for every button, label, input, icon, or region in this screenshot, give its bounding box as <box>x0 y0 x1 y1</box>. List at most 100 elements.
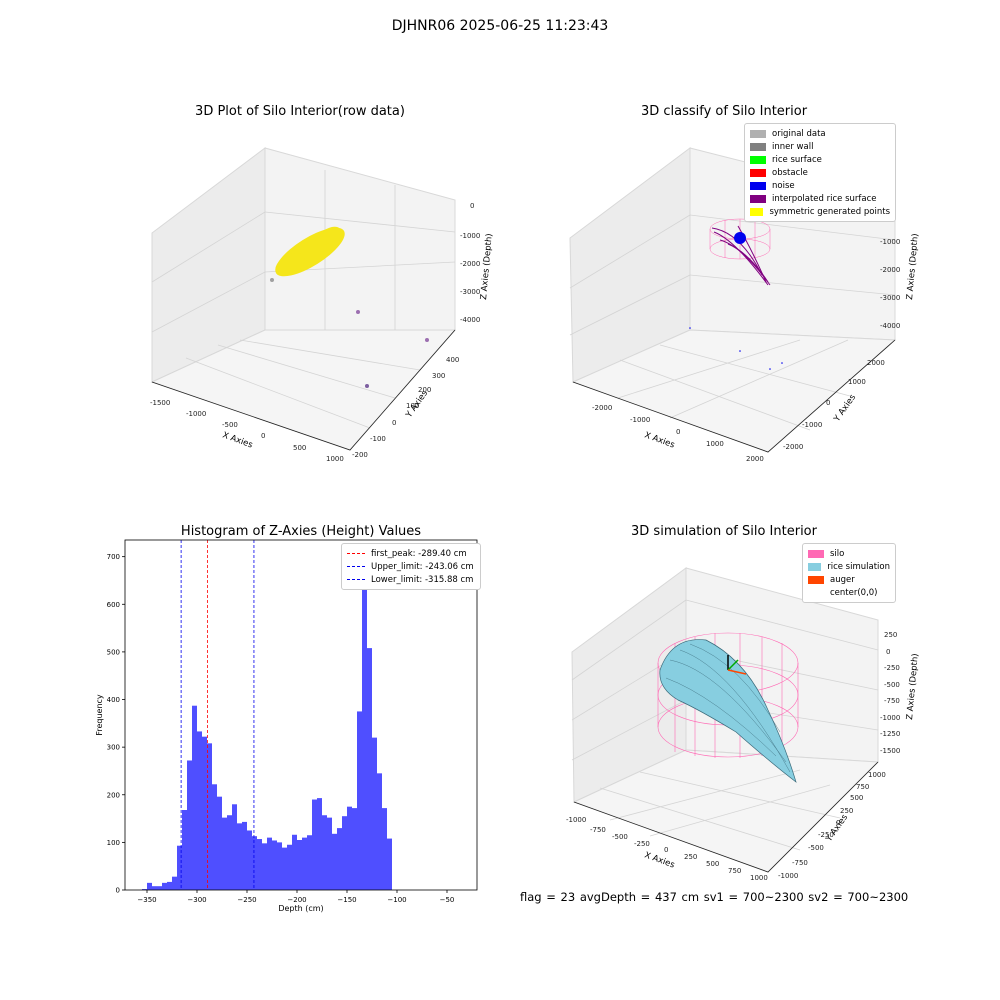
classify-y-tick: -2000 <box>783 443 803 451</box>
legend-swatch <box>750 142 766 151</box>
histogram-y-tick-label: 400 <box>107 696 120 704</box>
classify-3d-plot[interactable]: -2000 -1000 0 1000 2000 -2000 -1000 0 10… <box>0 0 1000 500</box>
raw-3d-plot[interactable]: -1500 -1000 -500 0 500 1000 -200 -100 0 … <box>0 0 500 500</box>
sim-z-tick: 0 <box>886 648 890 656</box>
histogram-bar <box>302 837 307 890</box>
raw-y-tick: 100 <box>406 402 419 410</box>
raw-y-tick: 0 <box>392 419 396 427</box>
legend-line <box>347 553 365 554</box>
histogram-y-label: Frequency <box>95 694 104 736</box>
sim-x-tick: 750 <box>728 867 741 875</box>
histogram-bar <box>187 760 192 890</box>
classify-noise-cluster <box>734 232 746 244</box>
sim-y-tick: 250 <box>840 807 853 815</box>
classify-z-tick: -1000 <box>880 238 900 246</box>
classify-y-tick: -1000 <box>802 421 822 429</box>
histogram-bar <box>227 815 232 890</box>
status-footer: flag = 23 avgDepth = 437 cm sv1 = 700~23… <box>520 890 909 904</box>
legend-entry: noise <box>750 179 890 192</box>
classify-z-tick: -4000 <box>880 322 900 330</box>
legend-swatch <box>808 562 822 571</box>
raw-x-tick: -1000 <box>186 410 206 418</box>
histogram-bar <box>317 798 322 890</box>
simulation-legend: silo rice simulation auger center(0,0) <box>802 543 896 603</box>
sim-y-tick: -750 <box>792 859 808 867</box>
legend-swatch <box>750 168 766 177</box>
classify-noise-point <box>739 350 741 352</box>
histogram-bar <box>217 796 222 890</box>
histogram-bar <box>277 842 282 890</box>
histogram-x-tick-label: −350 <box>137 896 156 904</box>
histogram-bar <box>242 821 247 890</box>
sim-z-tick: -750 <box>884 697 900 705</box>
histogram-y-tick-label: 600 <box>107 601 120 609</box>
classify-legend: original data inner wall rice surface ob… <box>744 123 896 222</box>
histogram-bar <box>347 806 352 890</box>
legend-swatch <box>750 181 766 190</box>
sim-y-tick: 750 <box>856 783 869 791</box>
histogram-bar <box>207 743 212 890</box>
sim-x-label: X Axies <box>643 850 676 870</box>
histogram-bar <box>172 876 177 890</box>
legend-entry: first_peak: -289.40 cm <box>347 547 475 560</box>
rice-surface-mesh <box>665 643 791 773</box>
sim-z-tick: -500 <box>884 681 900 689</box>
classify-x-tick: -1000 <box>630 416 650 424</box>
sim-y-tick: 0 <box>836 819 840 827</box>
raw-z-tick: -4000 <box>460 316 480 324</box>
histogram-x-tick-label: −150 <box>337 896 356 904</box>
histogram-y-tick-label: 0 <box>116 887 120 895</box>
histogram-bar <box>167 881 172 890</box>
histogram-bar <box>352 808 357 890</box>
histogram-title: Histogram of Z-Axies (Height) Values <box>180 524 422 539</box>
histogram-bar <box>142 889 147 890</box>
legend-entry: obstacle <box>750 166 890 179</box>
histogram-chart[interactable]: −350 −300 −250 −200 −150 −100 −50 0 100 200 300 40… <box>0 500 500 920</box>
histogram-bar <box>327 817 332 890</box>
histogram-x-tick-label: −250 <box>237 896 256 904</box>
raw-z-tick: 0 <box>470 202 474 210</box>
histogram-bar <box>287 844 292 890</box>
raw-z-tick: -1000 <box>460 232 480 240</box>
histogram-bar <box>247 830 252 890</box>
rice-simulation-surface <box>659 639 797 783</box>
raw-yellow-cloud <box>275 226 345 277</box>
histogram-y-tick-label: 700 <box>107 553 120 561</box>
sim-x-tick: -500 <box>612 833 628 841</box>
histogram-frame <box>124 539 478 891</box>
raw-outlier-point <box>425 338 429 342</box>
histogram-bar <box>367 648 372 890</box>
legend-line <box>347 579 365 580</box>
legend-entry: silo <box>808 547 890 560</box>
classify-noise-point <box>781 362 783 364</box>
sim-x-tick: -250 <box>634 840 650 848</box>
legend-swatch <box>750 155 766 164</box>
histogram-bar <box>182 810 187 890</box>
histogram-bar <box>157 886 162 890</box>
classify-y-tick: 2000 <box>867 359 885 367</box>
simulation-plot-title: 3D simulation of Silo Interior <box>631 524 817 539</box>
histogram-bar <box>262 843 267 890</box>
histogram-bar <box>192 705 197 890</box>
sim-x-tick: -750 <box>590 826 606 834</box>
histogram-x-tick-label: −200 <box>287 896 306 904</box>
legend-swatch <box>808 575 824 584</box>
legend-swatch <box>750 194 766 203</box>
classify-y-label: Y Axies <box>832 392 859 424</box>
sim-z-tick: -1000 <box>880 714 900 722</box>
histogram-y-tick-label: 200 <box>107 791 120 799</box>
legend-swatch <box>808 549 824 558</box>
raw-y-tick: -200 <box>352 451 368 459</box>
simulation-3d-plot[interactable]: -1000 -750 -500 -250 0 250 500 750 1000 … <box>500 500 1000 920</box>
legend-entry: rice simulation <box>808 560 890 573</box>
raw-x-tick: 0 <box>261 432 265 440</box>
sim-x-tick: 1000 <box>750 874 768 882</box>
auger-axes <box>727 655 747 675</box>
raw-outlier-point <box>270 278 274 282</box>
sim-z-tick: -1250 <box>880 730 900 738</box>
sim-z-label: Z Axies (Depth) <box>905 653 921 720</box>
classify-y-tick: 0 <box>826 399 830 407</box>
histogram-bar <box>197 731 202 890</box>
raw-y-tick: -100 <box>370 435 386 443</box>
histogram-legend: first_peak: -289.40 cm Upper_limit: -243… <box>341 543 481 590</box>
